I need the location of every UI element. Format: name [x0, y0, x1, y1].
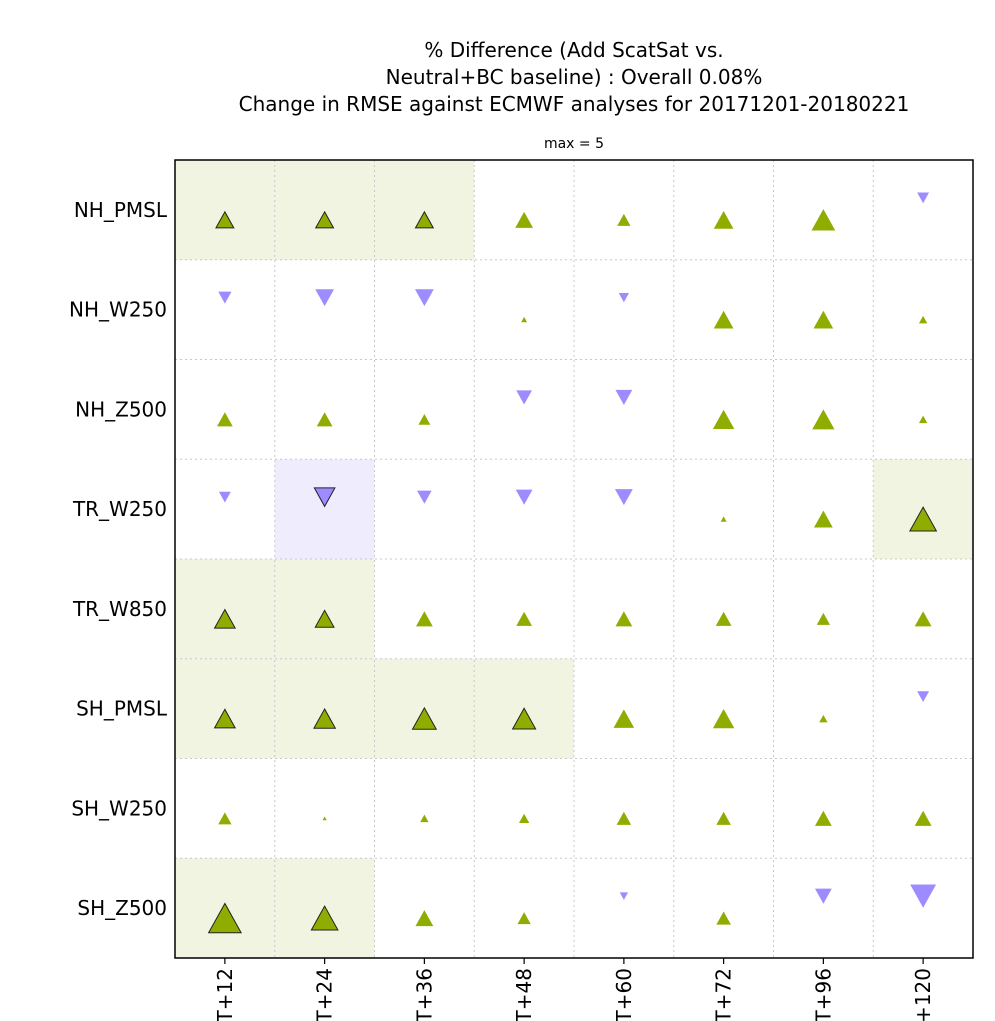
improvement-marker	[418, 414, 431, 425]
column-label: T+72	[712, 968, 736, 1021]
degradation-marker	[414, 289, 434, 307]
improvement-marker	[511, 707, 537, 730]
chart-title-line-1: % Difference (Add ScatSat vs.	[424, 38, 724, 62]
column-label: T+36	[412, 968, 436, 1021]
improvement-marker	[716, 911, 731, 925]
column-label: T+12	[213, 968, 237, 1021]
column-label: T+24	[313, 968, 337, 1021]
improvement-marker	[314, 609, 335, 628]
improvement-marker	[716, 811, 731, 825]
chart-subtitle: max = 5	[543, 136, 605, 152]
improvement-marker	[314, 210, 335, 229]
degradation-marker	[218, 491, 231, 503]
chart-title-line-2: Neutral+BC baseline) : Overall 0.08%	[385, 65, 763, 89]
significance-cell	[274, 160, 375, 260]
improvement-marker	[521, 316, 528, 323]
improvement-marker	[518, 813, 530, 823]
improvement-marker	[816, 612, 831, 625]
degradation-marker	[515, 489, 533, 505]
improvement-marker	[613, 709, 635, 728]
improvement-marker	[415, 910, 434, 927]
improvement-marker	[313, 707, 337, 729]
column-label: T+60	[612, 968, 636, 1021]
plot-frame	[174, 159, 974, 959]
degradation-marker	[615, 389, 633, 405]
degradation-marker	[516, 390, 532, 405]
degradation-marker	[417, 490, 432, 504]
improvement-marker	[213, 708, 237, 729]
improvement-marker	[414, 210, 435, 229]
improvement-marker	[819, 714, 828, 723]
improvement-marker	[616, 811, 632, 825]
improvement-marker	[713, 310, 734, 329]
improvement-marker	[720, 516, 727, 522]
improvement-marker	[918, 415, 928, 424]
improvement-marker	[517, 912, 531, 925]
improvement-marker	[516, 611, 532, 626]
improvement-marker	[322, 816, 327, 821]
significance-cell	[374, 160, 475, 260]
row-label: NH_Z500	[75, 397, 167, 421]
improvement-marker	[715, 611, 732, 626]
improvement-marker	[615, 611, 633, 627]
degradation-marker	[315, 289, 335, 307]
improvement-marker	[316, 412, 333, 427]
degradation-marker	[917, 192, 930, 204]
chart-title-line-3: Change in RMSE against ECMWF analyses fo…	[238, 92, 910, 116]
improvement-marker	[813, 310, 834, 329]
improvement-marker	[713, 210, 734, 229]
significance-cell	[274, 559, 375, 659]
row-label: TR_W250	[72, 497, 167, 521]
row-label: NH_PMSL	[74, 198, 168, 222]
improvement-marker	[813, 510, 833, 528]
improvement-marker	[811, 209, 836, 231]
improvement-marker	[918, 315, 928, 324]
improvement-marker	[215, 210, 235, 229]
improvement-marker	[515, 211, 534, 228]
improvement-marker	[617, 213, 631, 226]
significance-cell	[274, 459, 375, 559]
row-label: SH_PMSL	[76, 697, 168, 721]
row-label: NH_W250	[69, 298, 167, 322]
degradation-marker	[218, 291, 232, 304]
row-label: SH_Z500	[77, 896, 167, 920]
improvement-marker	[420, 814, 429, 823]
improvement-marker	[712, 409, 735, 429]
improvement-marker	[213, 608, 237, 629]
improvement-marker	[218, 812, 232, 825]
column-label: T+48	[512, 968, 536, 1021]
improvement-marker	[908, 506, 938, 532]
improvement-marker	[415, 611, 433, 627]
improvement-marker	[914, 810, 932, 826]
degradation-marker	[619, 892, 629, 900]
improvement-marker	[310, 905, 339, 931]
improvement-marker	[712, 708, 735, 729]
improvement-marker	[914, 611, 932, 627]
significance-cell	[175, 160, 275, 260]
degradation-marker	[910, 884, 937, 908]
improvement-marker	[207, 902, 242, 934]
degradation-marker	[917, 691, 930, 703]
row-label: SH_W250	[71, 796, 167, 820]
row-label: TR_W850	[72, 597, 167, 621]
degradation-marker	[618, 293, 630, 303]
improvement-marker	[814, 810, 832, 826]
improvement-marker	[411, 706, 438, 730]
column-label: +120	[911, 968, 935, 1021]
improvement-marker	[217, 412, 233, 427]
degradation-marker	[313, 487, 336, 508]
improvement-marker	[812, 409, 835, 430]
degradation-marker	[814, 888, 832, 904]
degradation-marker	[614, 489, 633, 506]
column-label: T+96	[811, 968, 835, 1021]
